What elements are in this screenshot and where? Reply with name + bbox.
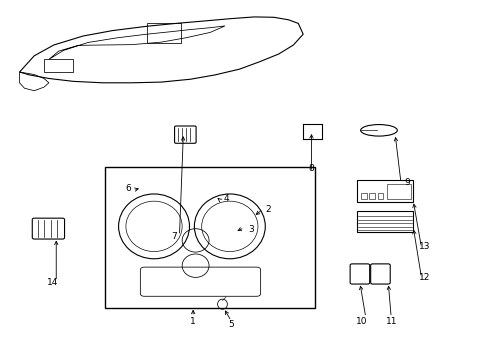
Text: 11: 11 <box>386 318 397 327</box>
Text: 5: 5 <box>228 320 234 329</box>
Bar <box>356 211 412 232</box>
Bar <box>356 180 412 202</box>
Text: 9: 9 <box>403 179 409 188</box>
Text: 10: 10 <box>355 318 367 327</box>
Text: 8: 8 <box>308 164 314 173</box>
Text: 2: 2 <box>264 205 270 214</box>
Bar <box>360 193 366 199</box>
Bar <box>386 184 410 199</box>
Bar <box>105 167 315 308</box>
Text: 7: 7 <box>170 233 176 242</box>
Bar <box>44 59 73 72</box>
Text: 1: 1 <box>190 317 196 325</box>
Bar <box>146 23 181 43</box>
Text: 4: 4 <box>223 194 228 202</box>
Bar <box>368 193 374 199</box>
Text: 14: 14 <box>46 278 58 287</box>
Text: 13: 13 <box>418 242 429 251</box>
Bar <box>377 193 383 199</box>
Text: 12: 12 <box>418 274 429 282</box>
Text: 6: 6 <box>125 184 131 193</box>
Text: 3: 3 <box>248 225 254 234</box>
